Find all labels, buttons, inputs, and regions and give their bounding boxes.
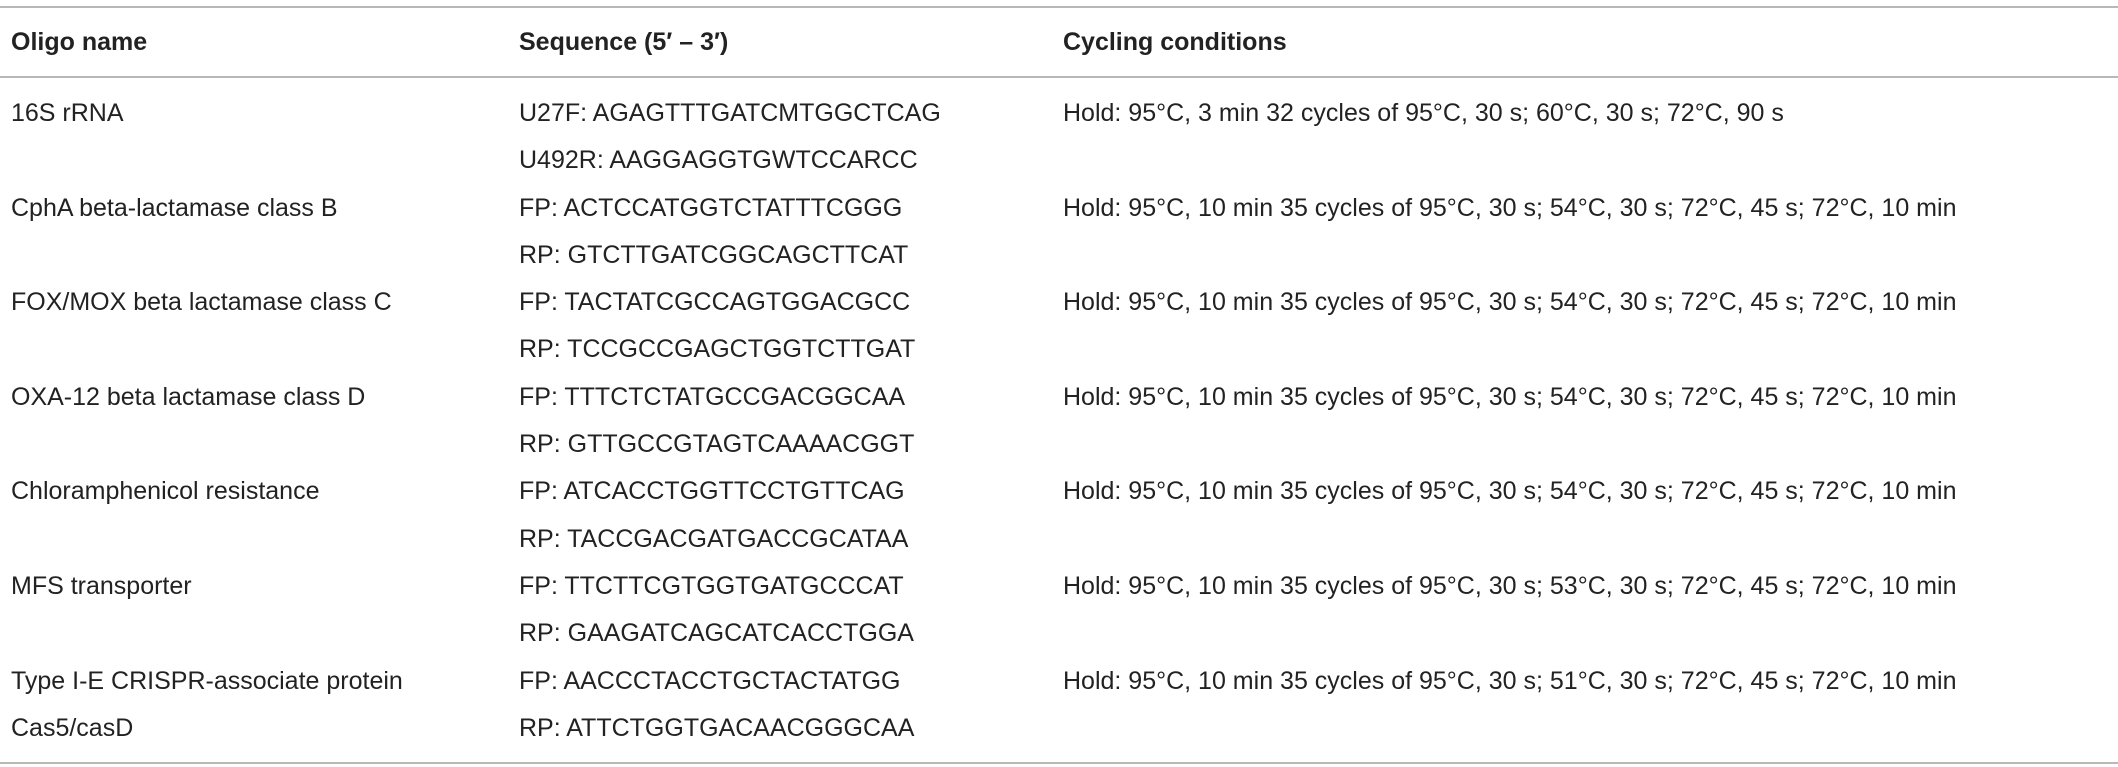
table-row: OXA-12 beta lactamase class D FP: TTTCTCT… xyxy=(0,374,2118,469)
primer-sequence: U492R: AAGGAGGTGWTCCARCC xyxy=(519,146,918,175)
cycling-conditions: Hold: 95°C, 10 min 35 cycles of 95°C, 30… xyxy=(1063,666,1957,695)
sequence-cell: FP: TTCTTCGTGGTGATGCCCAT RP: GAAGATCAGCAT… xyxy=(519,563,1063,658)
header-cell: Cycling conditions xyxy=(1063,27,1287,56)
oligo-name: FOX/MOX beta lactamase class C xyxy=(11,288,392,317)
table-row: CphA beta-lactamase class B FP: ACTCCATGG… xyxy=(0,185,2118,280)
table-row: Chloramphenicol resistance FP: ATCACCTGGT… xyxy=(0,468,2118,563)
table-row: 16S rRNA U27F: AGAGTTTGATCMTGGCTCAG U492R:… xyxy=(0,77,2118,185)
primer-sequence: U27F: AGAGTTTGATCMTGGCTCAG xyxy=(519,99,941,127)
name-cell: CphA beta-lactamase class B xyxy=(0,185,519,280)
oligo-table: Oligo name Sequence (5′ – 3′) Cycling co… xyxy=(0,6,2118,764)
table-body: 16S rRNA U27F: AGAGTTTGATCMTGGCTCAG U492R:… xyxy=(0,77,2118,764)
cycling-conditions: Hold: 95°C, 10 min 35 cycles of 95°C, 30… xyxy=(1063,193,1957,222)
name-cell: OXA-12 beta lactamase class D xyxy=(0,374,519,469)
oligo-name: CphA beta-lactamase class B xyxy=(11,193,338,222)
cycling-cell: Hold: 95°C, 3 min 32 cycles of 95°C, 30 … xyxy=(1063,77,2118,185)
primer-sequence: FP: AACCCTACCTGCTACTATGG xyxy=(519,666,901,695)
primer-sequence: RP: GAAGATCAGCATCACCTGGA xyxy=(519,619,914,648)
sequence-cell: FP: AACCCTACCTGCTACTATGG RP: ATTCTGGTGACA… xyxy=(519,658,1063,764)
cycling-conditions: Hold: 95°C, 10 min 35 cycles of 95°C, 30… xyxy=(1063,477,1957,506)
oligo-name: Chloramphenicol resistance xyxy=(11,477,320,506)
cycling-cell: Hold: 95°C, 10 min 35 cycles of 95°C, 30… xyxy=(1063,279,2118,374)
cycling-cell: Hold: 95°C, 10 min 35 cycles of 95°C, 30… xyxy=(1063,374,2118,469)
primer-sequence: RP: GTTGCCGTAGTCAAAACGGT xyxy=(519,430,915,459)
primer-sequence: RP: TACCGACGATGACCGCATAA xyxy=(519,524,909,553)
primer-sequence: FP: TTCTTCGTGGTGATGCCCAT xyxy=(519,571,904,600)
sequence-cell: U27F: AGAGTTTGATCMTGGCTCAG U492R: AAGGAGG… xyxy=(519,77,1063,185)
cycling-cell: Hold: 95°C, 10 min 35 cycles of 95°C, 30… xyxy=(1063,658,2118,764)
primer-sequence: FP: ACTCCATGGTCTATTTCGGG xyxy=(519,193,903,222)
name-cell: MFS transporter xyxy=(0,563,519,658)
primer-sequence: FP: TTTCTCTATGCCGACGGCAA xyxy=(519,382,906,411)
sequence-cell: FP: ATCACCTGGTTCCTGTTCAG RP: TACCGACGATGA… xyxy=(519,468,1063,563)
table-row: FOX/MOX beta lactamase class C FP: TACTAT… xyxy=(0,279,2118,374)
oligo-name: OXA-12 beta lactamase class D xyxy=(11,382,366,411)
oligo-name: 16S rRNA xyxy=(11,99,124,127)
cycling-conditions: Hold: 95°C, 10 min 35 cycles of 95°C, 30… xyxy=(1063,288,1957,317)
sequence-cell: FP: TACTATCGCCAGTGGACGCC RP: TCCGCCGAGCTG… xyxy=(519,279,1063,374)
cycling-conditions: Hold: 95°C, 3 min 32 cycles of 95°C, 30 … xyxy=(1063,99,1784,127)
cycling-conditions: Hold: 95°C, 10 min 35 cycles of 95°C, 30… xyxy=(1063,382,1957,411)
primer-sequence: RP: TCCGCCGAGCTGGTCTTGAT xyxy=(519,335,916,364)
primer-sequence: FP: TACTATCGCCAGTGGACGCC xyxy=(519,288,911,317)
name-cell: Chloramphenicol resistance xyxy=(0,468,519,563)
sequence-cell: FP: ACTCCATGGTCTATTTCGGG RP: GTCTTGATCGGC… xyxy=(519,185,1063,280)
cycling-cell: Hold: 95°C, 10 min 35 cycles of 95°C, 30… xyxy=(1063,468,2118,563)
primer-sequence: RP: GTCTTGATCGGCAGCTTCAT xyxy=(519,240,909,269)
oligo-name: MFS transporter xyxy=(11,571,192,600)
cycling-cell: Hold: 95°C, 10 min 35 cycles of 95°C, 30… xyxy=(1063,185,2118,280)
table-row: MFS transporter FP: TTCTTCGTGGTGATGCCCAT R… xyxy=(0,563,2118,658)
header-cell: Oligo name xyxy=(11,27,148,56)
header-row: Oligo name Sequence (5′ – 3′) Cycling co… xyxy=(0,7,2118,77)
name-cell: FOX/MOX beta lactamase class C xyxy=(0,279,519,374)
name-cell: Type I-E CRISPR-associate protein Cas5/c… xyxy=(0,658,519,764)
cycling-conditions: Hold: 95°C, 10 min 35 cycles of 95°C, 30… xyxy=(1063,571,1957,600)
name-cell: 16S rRNA xyxy=(0,77,519,185)
sequence-cell: FP: TTTCTCTATGCCGACGGCAA RP: GTTGCCGTAGTC… xyxy=(519,374,1063,469)
cycling-cell: Hold: 95°C, 10 min 35 cycles of 95°C, 30… xyxy=(1063,563,2118,658)
primer-sequence: RP: ATTCTGGTGACAACGGGCAA xyxy=(519,713,915,742)
table-row: Type I-E CRISPR-associate protein Cas5/c… xyxy=(0,658,2118,764)
oligo-name: Type I-E CRISPR-associate protein Cas5/c… xyxy=(11,666,403,742)
header-cell: Sequence (5′ – 3′) xyxy=(519,27,729,56)
table-header: Oligo name Sequence (5′ – 3′) Cycling co… xyxy=(0,7,2118,77)
primer-sequence: FP: ATCACCTGGTTCCTGTTCAG xyxy=(519,477,905,506)
